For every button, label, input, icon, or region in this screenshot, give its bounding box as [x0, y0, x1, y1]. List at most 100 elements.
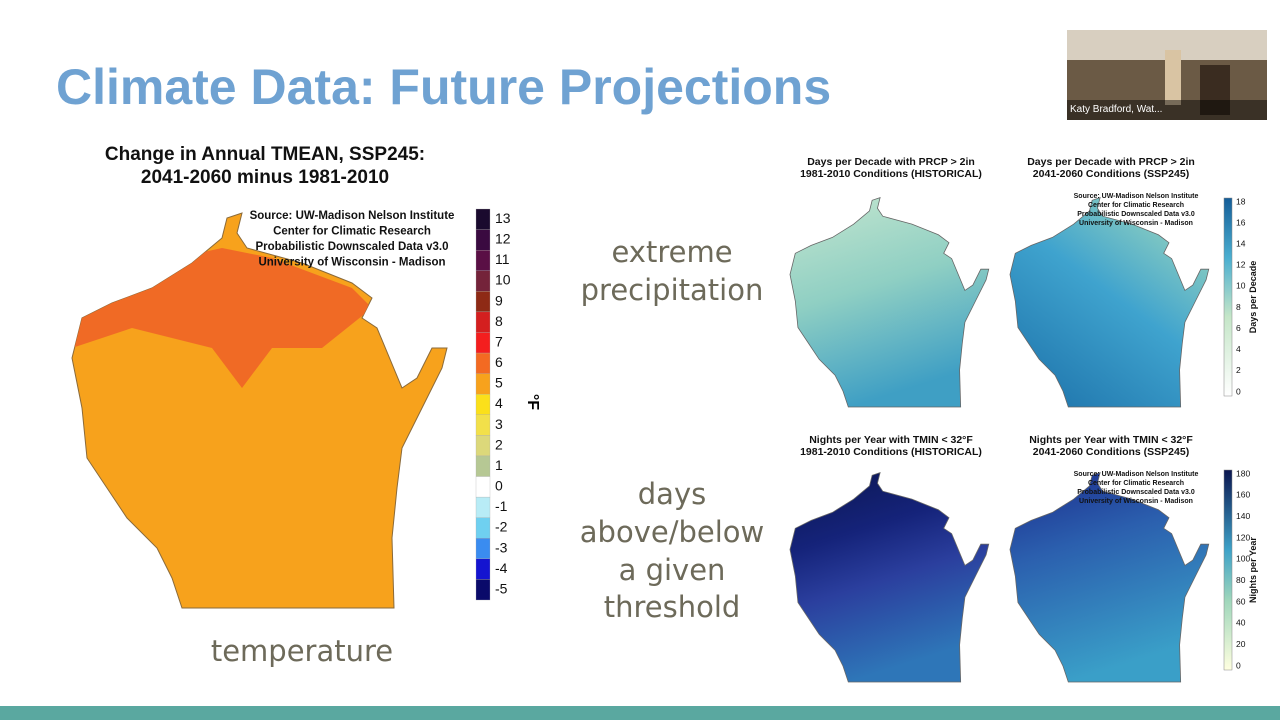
colorbar-tick: 4	[1236, 344, 1241, 354]
colorbar-cell	[475, 579, 491, 601]
video-door	[1200, 65, 1230, 115]
colorbar-label: 13	[495, 210, 511, 226]
panel-source: Center for Climatic Research	[1088, 202, 1184, 209]
panel-source: Probabilistic Downscaled Data v3.0	[1077, 489, 1195, 496]
colorbar-cell	[475, 455, 491, 477]
panel-source: University of Wisconsin - Madison	[1079, 220, 1193, 227]
panel-title: 2041-2060 Conditions (SSP245)	[1033, 168, 1189, 180]
colorbar-cell	[475, 558, 491, 580]
colorbar-tick: 2	[1236, 365, 1241, 375]
colorbar-tick: 80	[1236, 575, 1246, 585]
colorbar-cell	[475, 435, 491, 457]
source-line: University of Wisconsin - Madison	[258, 257, 445, 269]
colorbar-cell	[475, 229, 491, 251]
panel-title: 2041-2060 Conditions (SSP245)	[1033, 446, 1189, 458]
map-caption: temperature	[211, 634, 393, 668]
colorbar-unit: °F	[524, 394, 541, 410]
colorbar	[1223, 469, 1233, 671]
panel-source: Probabilistic Downscaled Data v3.0	[1077, 211, 1195, 218]
panel-source: Center for Climatic Research	[1088, 480, 1184, 487]
participant-name: Katy Bradford, Wat...	[1070, 104, 1162, 115]
colorbar-label: 6	[495, 354, 503, 370]
colorbar-label: 5	[495, 375, 503, 391]
colorbar-cell	[475, 496, 491, 518]
colorbar-label: 9	[495, 292, 503, 308]
colorbar-label: 7	[495, 333, 503, 349]
panel-source: Source: UW-Madison Nelson Institute	[1074, 193, 1199, 200]
colorbar-cell	[475, 332, 491, 354]
panel-title: Nights per Year with TMIN < 32°F	[1029, 434, 1193, 446]
source-line: Probabilistic Downscaled Data v3.0	[255, 241, 448, 253]
precip-hist-map	[789, 197, 990, 408]
panel-title: Days per Decade with PRCP > 2in	[807, 156, 975, 168]
colorbar-label: -3	[495, 539, 508, 555]
colorbar-cell	[475, 414, 491, 436]
colorbar-tick: 60	[1236, 596, 1246, 606]
panel-title: 1981-2010 Conditions (HISTORICAL)	[800, 168, 982, 180]
colorbar-cell	[475, 517, 491, 539]
colorbar-label: -1	[495, 498, 508, 514]
footer-bar	[0, 706, 1280, 720]
colorbar-label: -2	[495, 519, 508, 535]
colorbar-cell	[475, 208, 491, 230]
colorbar-tick: 0	[1236, 386, 1241, 396]
colorbar-tick: 8	[1236, 302, 1241, 312]
row-label: threshold	[604, 590, 741, 624]
colorbar-label: 1	[495, 457, 503, 473]
source-line: Source: UW-Madison Nelson Institute	[250, 210, 455, 222]
row-label: extreme	[611, 235, 732, 269]
colorbar-label: 4	[495, 395, 503, 411]
colorbar-cell	[475, 538, 491, 559]
video-thumbnail: Katy Bradford, Wat...	[1067, 30, 1267, 120]
colorbar-label: 3	[495, 416, 503, 432]
colorbar-tick: 180	[1236, 468, 1250, 478]
colorbar-tick: 10	[1236, 281, 1246, 291]
colorbar-cell	[475, 373, 491, 395]
colorbar-label: -5	[495, 580, 508, 596]
colorbar-label: 11	[495, 251, 510, 267]
colorbar-cell	[475, 291, 491, 313]
colorbar-tick: 20	[1236, 639, 1246, 649]
slide-title: Climate Data: Future Projections	[56, 59, 831, 115]
colorbar-label: -4	[495, 560, 508, 576]
colorbar-label: 2	[495, 436, 503, 452]
colorbar-title: Nights per Year	[1248, 537, 1258, 603]
colorbar-cell	[475, 270, 491, 292]
panel-title: Days per Decade with PRCP > 2in	[1027, 156, 1195, 168]
colorbar-cell	[475, 311, 491, 333]
temperature-map	[71, 212, 448, 609]
colorbar-tick: 100	[1236, 554, 1250, 564]
colorbar-tick: 12	[1236, 260, 1246, 270]
precip-future-map	[1009, 197, 1210, 408]
map-title: 2041-2060 minus 1981-2010	[141, 167, 389, 188]
frost-hist-map	[789, 472, 990, 683]
panel-title: 1981-2010 Conditions (HISTORICAL)	[800, 446, 982, 458]
panel-source: University of Wisconsin - Madison	[1079, 498, 1193, 505]
colorbar-label: 12	[495, 231, 511, 247]
colorbar-cell	[475, 476, 491, 498]
map-title: Change in Annual TMEAN, SSP245:	[105, 144, 425, 165]
colorbar-label: 10	[495, 272, 511, 288]
video-person	[1165, 50, 1181, 105]
row-label: precipitation	[581, 273, 764, 307]
colorbar-tick: 14	[1236, 238, 1246, 248]
colorbar-tick: 160	[1236, 490, 1250, 500]
colorbar-label: 0	[495, 478, 503, 494]
source-line: Center for Climatic Research	[273, 226, 431, 238]
colorbar-tick: 6	[1236, 323, 1241, 333]
panel-source: Source: UW-Madison Nelson Institute	[1074, 471, 1199, 478]
colorbar-label: 8	[495, 313, 503, 329]
panel-title: Nights per Year with TMIN < 32°F	[809, 434, 973, 446]
video-label-bg	[1067, 100, 1267, 120]
colorbar-tick: 120	[1236, 532, 1250, 542]
colorbar-cell	[475, 352, 491, 374]
colorbar-title: Days per Decade	[1248, 261, 1258, 334]
colorbar-tick: 140	[1236, 511, 1250, 521]
row-label: a given	[619, 553, 726, 587]
colorbar-cell	[475, 250, 491, 271]
colorbar-tick: 18	[1236, 196, 1246, 206]
colorbar-tick: 40	[1236, 618, 1246, 628]
row-label: above/below	[580, 515, 764, 549]
colorbar-tick: 0	[1236, 660, 1241, 670]
